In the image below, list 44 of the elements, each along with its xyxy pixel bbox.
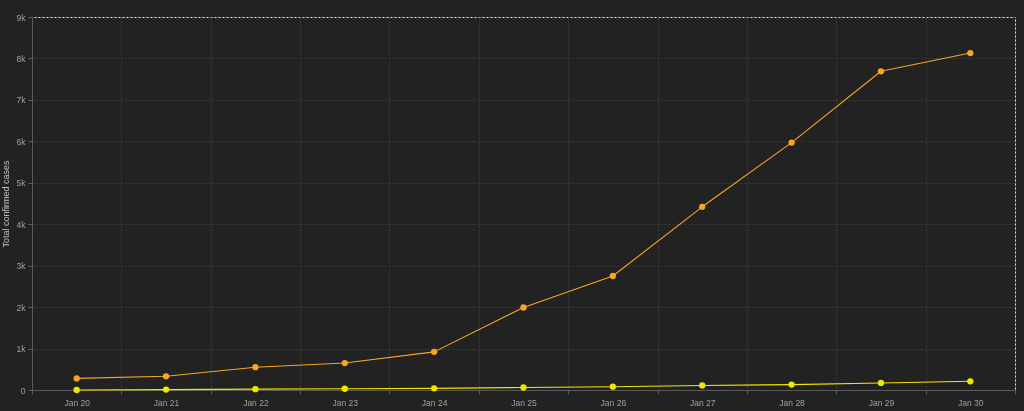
y-tick-label: 3k	[16, 261, 27, 272]
point	[162, 373, 170, 380]
y-tick-label: 6k	[16, 136, 27, 147]
x-tick-label: Jan 23	[332, 397, 359, 408]
x-tick-label: Jan 22	[243, 397, 269, 408]
point	[252, 386, 259, 393]
y-tick-label: 0	[20, 385, 26, 396]
y-tick-label: 2k	[16, 302, 27, 313]
y-axis-title: Total confirmed cases	[0, 159, 11, 248]
y-tick-label: 8k	[16, 53, 27, 64]
point	[699, 382, 706, 389]
point	[430, 348, 438, 356]
point	[73, 375, 80, 382]
point	[430, 385, 438, 392]
x-tick-label: Jan 20	[64, 397, 91, 408]
y-tick-label: 5k	[16, 178, 27, 189]
point	[877, 68, 885, 75]
y-tick-label: 1k	[16, 344, 27, 355]
point	[162, 386, 170, 393]
x-tick-label: Jan 21	[153, 397, 180, 408]
point	[877, 379, 885, 387]
x-tick-label: Jan 29	[868, 397, 895, 408]
point	[967, 378, 974, 385]
x-tick-label: Jan 30	[958, 397, 984, 408]
y-tick-label: 4k	[16, 219, 27, 230]
point	[73, 386, 80, 394]
x-tick-label: Jan 28	[779, 397, 806, 408]
point	[341, 359, 348, 367]
point	[252, 364, 259, 371]
x-tick-label: Jan 26	[600, 397, 627, 408]
point	[609, 383, 617, 390]
point	[788, 139, 795, 146]
x-tick-label: Jan 24	[421, 397, 448, 408]
point	[699, 203, 706, 210]
x-tick-label: Jan 25	[511, 397, 538, 408]
point	[788, 381, 795, 388]
point	[520, 304, 527, 311]
x-tick-label: Jan 27	[689, 397, 716, 408]
point	[609, 272, 617, 280]
point	[967, 49, 974, 57]
point	[520, 384, 527, 391]
y-tick-label: 7k	[16, 95, 27, 106]
y-tick-label: 9k	[16, 12, 27, 23]
point	[341, 385, 348, 392]
